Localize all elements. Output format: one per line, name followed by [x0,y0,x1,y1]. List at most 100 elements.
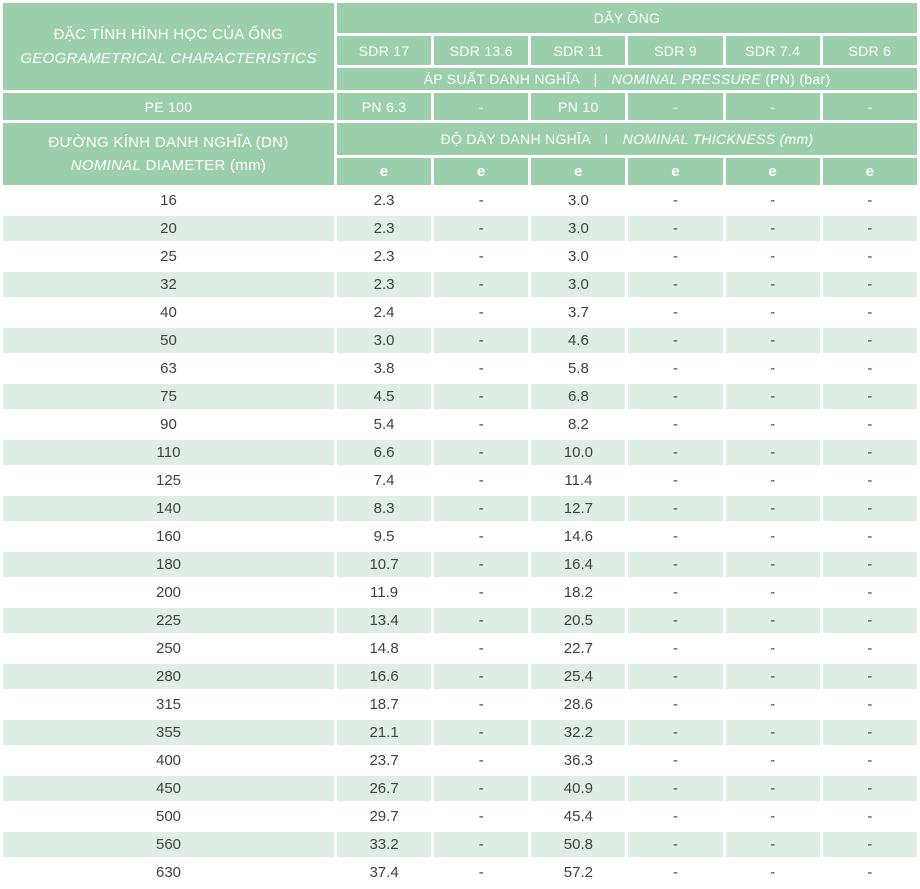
thickness-value-cell: 45.4 [531,804,626,829]
material-label: PE 100 [3,93,334,120]
thickness-value-cell: - [628,720,723,745]
dn-cell: 16 [3,188,334,213]
thickness-value-cell: - [822,384,917,409]
dn-cell: 110 [3,440,334,465]
thickness-value-cell: 3.7 [531,300,626,325]
thickness-value-cell: - [822,244,917,269]
dn-cell: 125 [3,468,334,493]
thickness-value-cell: 4.6 [531,328,626,353]
thickness-value-cell: - [628,832,723,857]
thickness-value-cell: - [822,216,917,241]
thickness-value-cell: - [434,356,529,381]
thickness-value-cell: - [822,720,917,745]
thickness-value-cell: 3.0 [531,272,626,297]
thickness-value-cell: 5.4 [337,412,432,437]
thickness-value-cell: - [434,636,529,661]
dn-cell: 630 [3,860,334,885]
thickness-value-cell: - [628,300,723,325]
thickness-value-cell: - [725,188,820,213]
table-row: 63 3.8-5.8- - - [3,356,917,381]
thickness-value-cell: - [725,860,820,885]
table-row: 16 2.3-3.0- - - [3,188,917,213]
table-row: 560 33.2-50.8- - - [3,832,917,857]
thickness-value-cell: 3.8 [337,356,432,381]
thickness-value-cell: - [725,804,820,829]
e-column-header: e [337,158,432,185]
thickness-value-cell: - [434,720,529,745]
thickness-value-cell: 57.2 [531,860,626,885]
thickness-value-cell: - [628,328,723,353]
table-row: 50 3.0-4.6- - - [3,328,917,353]
table-row: 280 16.6-25.4- - - [3,664,917,689]
diameter-header-cell: ĐƯỜNG KÍNH DANH NGHĨA (DN) NOMINAL DIAME… [3,123,334,185]
left-title-cell: ĐẶC TÍNH HÌNH HỌC CỦA ỐNG GEOGRAMETRICAL… [3,3,334,90]
dn-cell: 20 [3,216,334,241]
table-row: 400 23.7-36.3- - - [3,748,917,773]
thickness-value-cell: - [434,440,529,465]
thickness-value-cell: 6.6 [337,440,432,465]
thickness-value-cell: - [822,356,917,381]
thickness-value-cell: 11.9 [337,580,432,605]
dn-cell: 500 [3,804,334,829]
thickness-value-cell: - [434,244,529,269]
thickness-value-cell: 37.4 [337,860,432,885]
dn-cell: 180 [3,552,334,577]
dn-cell: 63 [3,356,334,381]
thickness-value-cell: 8.2 [531,412,626,437]
thickness-value-cell: - [822,496,917,521]
thickness-value-cell: - [725,524,820,549]
thickness-value-cell: - [725,440,820,465]
thickness-value-cell: - [628,468,723,493]
thickness-value-cell: 4.5 [337,384,432,409]
table-row: 200 11.9-18.2- - - [3,580,917,605]
thickness-value-cell: - [628,524,723,549]
thickness-value-cell: - [628,608,723,633]
pressure-header: ÁP SUẤT DANH NGHĨA | NOMINAL PRESSURE (P… [337,68,917,90]
thickness-value-cell: 5.8 [531,356,626,381]
thickness-value-cell: - [725,776,820,801]
thickness-value-cell: - [434,860,529,885]
table-row: 32 2.3-3.0- - - [3,272,917,297]
thickness-value-cell: 25.4 [531,664,626,689]
thickness-value-cell: - [822,608,917,633]
dn-cell: 250 [3,636,334,661]
sdr-header-row: SDR 17 SDR 13.6 SDR 11 SDR 9 SDR 7.4 SDR 6 [3,36,917,65]
sdr-column-header: SDR 17 [337,36,432,65]
thickness-value-cell: - [628,860,723,885]
thickness-value-cell: 20.5 [531,608,626,633]
table-row: 500 29.7-45.4- - - [3,804,917,829]
series-title: DÃY ỐNG [337,3,917,33]
table-row: 450 26.7-40.9- - - [3,776,917,801]
e-column-header: e [725,158,820,185]
table-row: 225 13.4-20.5- - - [3,608,917,633]
thickness-value-cell: 2.3 [337,244,432,269]
pn-value-cell: - [628,93,723,120]
thickness-value-cell: - [822,832,917,857]
pn-value-cell: PN 6.3 [337,93,432,120]
thickness-value-cell: 7.4 [337,468,432,493]
thickness-value-cell: - [725,692,820,717]
thickness-value-cell: - [725,300,820,325]
thickness-value-cell: - [434,552,529,577]
thickness-value-cell: - [822,860,917,885]
table-row: 250 14.8-22.7- - - [3,636,917,661]
thickness-value-cell: 2.4 [337,300,432,325]
thickness-value-cell: 10.7 [337,552,432,577]
thickness-value-cell: - [434,748,529,773]
table-row: 140 8.3-12.7- - - [3,496,917,521]
thickness-value-cell: 3.0 [531,188,626,213]
pressure-label-vi: ÁP SUẤT DANH NGHĨA [423,71,580,87]
thickness-value-cell: - [434,524,529,549]
thickness-value-cell: - [628,776,723,801]
thickness-value-cell: - [725,832,820,857]
thickness-value-cell: - [434,580,529,605]
thickness-value-cell: 6.8 [531,384,626,409]
thickness-value-cell: 3.0 [531,216,626,241]
sdr-column-header: SDR 7.4 [725,36,820,65]
dn-cell: 200 [3,580,334,605]
table-row: 355 21.1-32.2- - - [3,720,917,745]
dn-cell: 450 [3,776,334,801]
table-row: 630 37.4-57.2- - - [3,860,917,885]
dn-cell: 75 [3,384,334,409]
diameter-label-en: NOMINAL DIAMETER (mm) [3,154,334,177]
